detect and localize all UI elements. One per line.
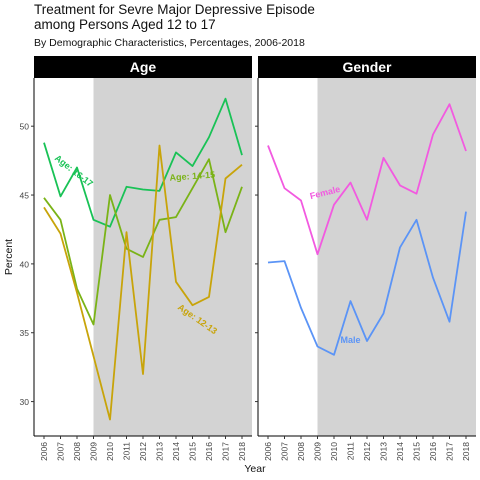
y-tick-label: 35 [20,328,30,338]
x-tick-label: 2010 [105,442,115,461]
series-line-age-12-13 [43,144,243,421]
series-line-age-16-17 [43,97,243,228]
chart-title-line2: among Persons Aged 12 to 17 [34,17,216,32]
series-line-female [267,103,467,256]
x-tick-label: 2011 [346,442,356,461]
facet-title-1: Gender [342,59,392,75]
facet-strip-1 [258,56,476,78]
x-tick-label: 2016 [428,442,438,461]
x-tick-label: 2016 [204,442,214,461]
x-tick-label: 2006 [39,442,49,461]
x-tick-label: 2009 [89,442,99,461]
x-tick-label: 2014 [395,442,405,461]
y-tick-label: 45 [20,191,30,201]
x-tick-label: 2008 [72,442,82,461]
x-tick-label: 2007 [280,442,290,461]
x-tick-label: 2018 [237,442,247,461]
x-tick-label: 2013 [379,442,389,461]
x-tick-label: 2013 [155,442,165,461]
y-tick-label: 40 [20,259,30,269]
facet-strip-0 [34,56,252,78]
series-label-male: Male [340,335,360,345]
chart-title-line1: Treatment for Sevre Major Depressive Epi… [34,2,315,17]
x-tick-label: 2012 [138,442,148,461]
x-tick-label: 2015 [412,442,422,461]
x-tick-label: 2018 [461,442,471,461]
x-tick-label: 2006 [263,442,273,461]
series-line-age-14-15 [43,158,243,326]
x-tick-label: 2009 [313,442,323,461]
x-tick-label: 2007 [56,442,66,461]
chart-subtitle: By Demographic Characteristics, Percenta… [34,37,305,49]
facet-title-0: Age [130,59,157,75]
x-tick-label: 2017 [221,442,231,461]
y-axis-title: Percent [3,239,15,275]
y-tick-label: 50 [20,122,30,132]
x-axis-title: Year [244,463,266,475]
x-tick-label: 2014 [171,442,181,461]
series-line-male [267,211,467,356]
x-tick-label: 2010 [329,442,339,461]
y-tick-label: 30 [20,397,30,407]
x-tick-label: 2008 [296,442,306,461]
x-tick-label: 2017 [445,442,455,461]
x-tick-label: 2015 [188,442,198,461]
x-tick-label: 2011 [122,442,132,461]
series-label-age-14-15: Age: 14-15 [169,170,215,183]
x-tick-label: 2012 [362,442,372,461]
